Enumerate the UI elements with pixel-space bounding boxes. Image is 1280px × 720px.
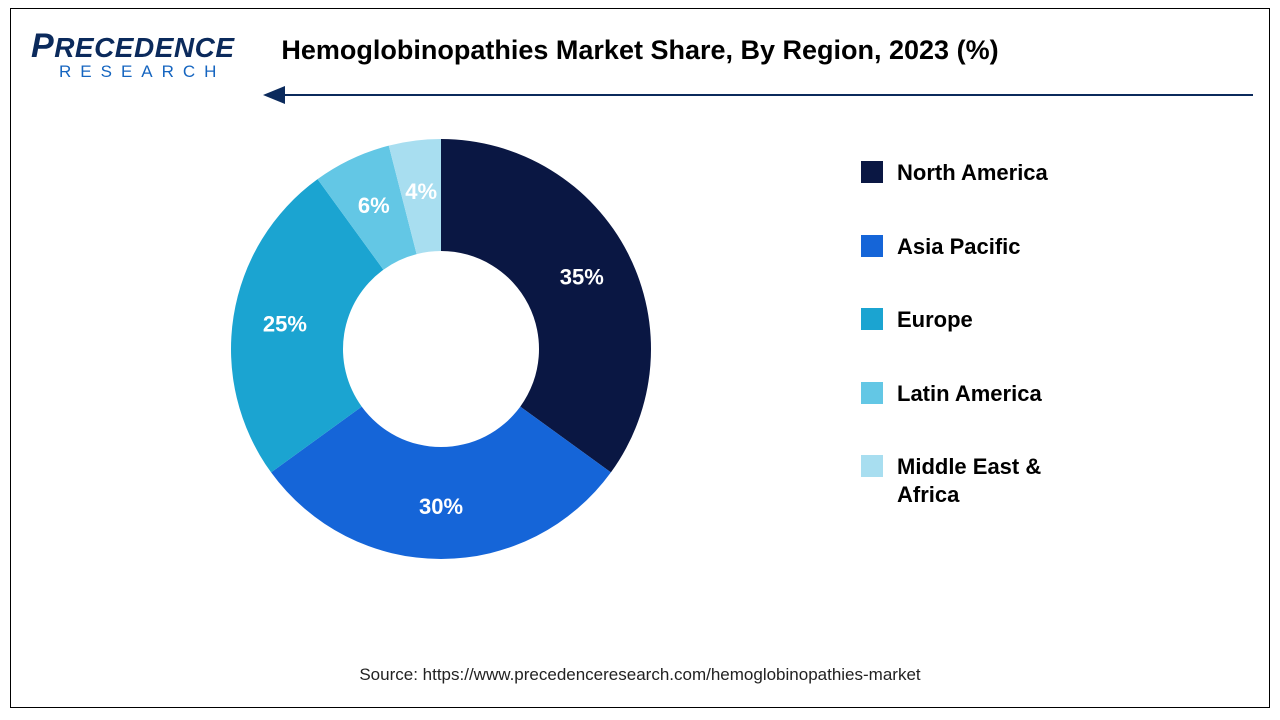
source-text: Source: https://www.precedenceresearch.c… xyxy=(11,665,1269,685)
slice-label: 4% xyxy=(405,179,437,204)
legend: North America Asia Pacific Europe Latin Ame… xyxy=(861,159,1161,554)
legend-label: Latin America xyxy=(897,380,1042,408)
legend-label: Asia Pacific xyxy=(897,233,1021,261)
donut-svg: 35% 30% 25% 6% 4% xyxy=(226,134,656,564)
slice-label: 25% xyxy=(263,311,307,336)
legend-item: Europe xyxy=(861,306,1161,334)
legend-swatch xyxy=(861,235,883,257)
legend-item: Middle East & Africa xyxy=(861,453,1161,508)
chart-title: Hemoglobinopathies Market Share, By Regi… xyxy=(11,35,1269,66)
legend-item: North America xyxy=(861,159,1161,187)
legend-swatch xyxy=(861,455,883,477)
legend-swatch xyxy=(861,382,883,404)
legend-item: Latin America xyxy=(861,380,1161,408)
legend-label: Middle East & Africa xyxy=(897,453,1097,508)
donut-slice xyxy=(441,139,651,472)
chart-frame: PRECEDENCE RESEARCH Hemoglobinopathies M… xyxy=(10,8,1270,708)
donut-chart: 35% 30% 25% 6% 4% xyxy=(226,134,656,564)
legend-item: Asia Pacific xyxy=(861,233,1161,261)
legend-swatch xyxy=(861,161,883,183)
legend-label: Europe xyxy=(897,306,973,334)
slice-label: 6% xyxy=(358,193,390,218)
legend-label: North America xyxy=(897,159,1048,187)
slice-label: 30% xyxy=(419,494,463,519)
title-arrow-icon xyxy=(263,83,1253,107)
legend-swatch xyxy=(861,308,883,330)
slice-label: 35% xyxy=(560,264,604,289)
